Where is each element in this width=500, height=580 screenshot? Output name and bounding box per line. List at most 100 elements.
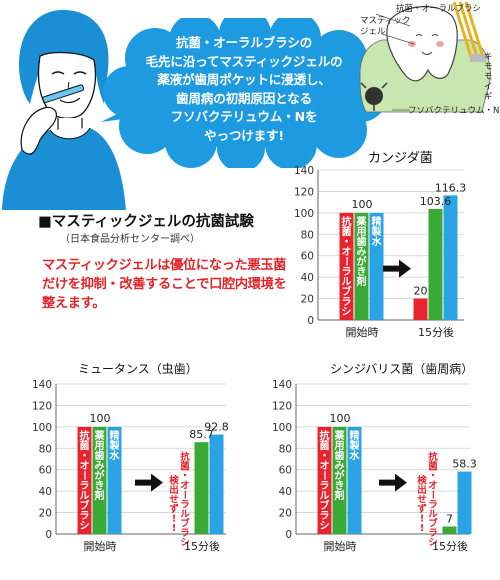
bar <box>194 442 209 534</box>
svg-text:が: が <box>335 469 346 482</box>
x-tick-label: 開始時 <box>324 539 357 553</box>
svg-text:ブ: ブ <box>80 499 90 512</box>
bar <box>413 298 428 320</box>
x-tick-label: 15分後 <box>184 539 220 553</box>
svg-text:用: 用 <box>356 226 367 238</box>
svg-text:ラ: ラ <box>428 528 438 539</box>
arrow-icon <box>135 473 163 492</box>
svg-text:検: 検 <box>417 475 427 487</box>
svg-text:菌: 菌 <box>80 439 90 452</box>
data-label: 20 <box>414 285 428 298</box>
arrow-icon <box>383 259 411 278</box>
test-description: マスティックジェルは優位になった悪玉菌だけを抑制・改善することで口腔内環境を整え… <box>42 258 287 311</box>
svg-text:シ: シ <box>428 537 438 548</box>
svg-text:オ: オ <box>320 460 330 472</box>
svg-text:検: 検 <box>169 475 179 487</box>
gel-label-1: マスティック <box>360 16 411 26</box>
svg-text:ル: ル <box>428 509 438 520</box>
data-label: 100 <box>330 412 351 425</box>
gum-label: キモモ イギ <box>484 52 493 102</box>
bar <box>332 426 347 534</box>
svg-text:み: み <box>335 460 345 472</box>
data-label: 85.7 <box>189 428 214 441</box>
speech-line: 薬液が歯周ポケットに浸透し、 <box>157 72 331 87</box>
y-tick-label: 80 <box>301 229 314 241</box>
svg-text:出: 出 <box>417 484 427 496</box>
gel-label-2: ジェル <box>360 27 386 37</box>
svg-text:抗: 抗 <box>180 451 190 463</box>
tooth-diagram <box>359 1 491 113</box>
bar <box>92 426 107 534</box>
bar <box>443 195 458 320</box>
svg-text:せ: せ <box>417 495 427 506</box>
data-label: 7 <box>446 513 453 526</box>
svg-text:オ: オ <box>80 460 90 472</box>
svg-text:シ: シ <box>320 520 330 532</box>
svg-text:き: き <box>335 480 345 492</box>
svg-text:!: ! <box>420 514 424 525</box>
svg-text:精: 精 <box>350 429 360 442</box>
bar-legend-label: 抗菌・オーラルブラシ <box>78 429 90 532</box>
brush-bristles-icon <box>452 1 486 61</box>
svg-text:ー: ー <box>340 256 351 266</box>
svg-text:抗: 抗 <box>320 429 330 442</box>
svg-text:シ: シ <box>180 537 190 548</box>
bar <box>369 212 384 320</box>
svg-text:ー: ー <box>427 490 438 500</box>
svg-text:ル: ル <box>180 509 190 520</box>
svg-text:歯: 歯 <box>335 449 345 462</box>
bar-legend-label: 抗菌・オーラルブラシ <box>340 215 352 318</box>
svg-text:ブ: ブ <box>320 499 330 512</box>
y-tick-label: 20 <box>39 508 52 520</box>
bar <box>428 209 443 320</box>
y-tick-label: 60 <box>301 251 314 263</box>
chart-candida: 020406080100120140100抗菌・オーラルブラシ薬用歯みがき剤精製… <box>294 165 466 339</box>
hand <box>20 106 57 155</box>
svg-text:ル: ル <box>342 277 352 288</box>
svg-text:ラ: ラ <box>80 480 90 492</box>
bar <box>339 212 354 320</box>
y-tick-label: 120 <box>272 400 292 412</box>
svg-text:き: き <box>357 266 367 278</box>
y-tick-label: 0 <box>285 529 292 541</box>
svg-text:抗: 抗 <box>342 215 352 228</box>
svg-text:が: が <box>357 255 368 268</box>
svg-text:ラ: ラ <box>320 480 330 492</box>
bacteria-icon <box>365 87 383 105</box>
svg-text:が: が <box>95 469 106 482</box>
hair <box>19 9 109 104</box>
speech-text: 抗菌・オーラルブラシの 毛先に沿ってマスティックジェルの 薬液が歯周ポケットに浸… <box>128 34 360 145</box>
svg-text:ブ: ブ <box>342 285 352 298</box>
svg-text:・: ・ <box>80 451 90 462</box>
svg-text:製: 製 <box>349 439 360 452</box>
toothbrush-icon <box>42 84 85 104</box>
svg-text:製: 製 <box>109 439 120 452</box>
y-tick-label: 140 <box>272 379 292 391</box>
svg-text:菌: 菌 <box>428 460 438 472</box>
x-tick-label: 15分後 <box>432 539 468 553</box>
chart-title-mutans: ミュータンス（虫歯） <box>78 362 198 376</box>
arrow-icon <box>379 473 407 492</box>
svg-text:薬: 薬 <box>334 429 346 442</box>
svg-text:精: 精 <box>110 429 120 442</box>
data-label: 100 <box>90 412 111 425</box>
svg-text:シ: シ <box>80 520 90 532</box>
x-tick-label: 15分後 <box>418 325 454 339</box>
bar <box>442 526 457 534</box>
svg-text:菌: 菌 <box>320 439 330 452</box>
svg-text:薬: 薬 <box>356 215 368 228</box>
svg-text:剤: 剤 <box>334 489 345 502</box>
svg-text:ル: ル <box>320 491 330 502</box>
svg-text:精: 精 <box>372 215 382 228</box>
y-tick-label: 20 <box>301 294 314 306</box>
test-source: （日本食品分析センター調べ） <box>60 234 200 245</box>
y-tick-label: 20 <box>279 508 292 520</box>
data-label: 92.8 <box>204 421 229 434</box>
data-label: 58.3 <box>452 458 477 471</box>
y-tick-label: 120 <box>32 400 52 412</box>
y-tick-label: 120 <box>294 186 314 198</box>
svg-text:!: ! <box>172 523 176 534</box>
bar-legend-label: 精製水 <box>371 215 383 248</box>
svg-text:ー: ー <box>179 490 190 500</box>
